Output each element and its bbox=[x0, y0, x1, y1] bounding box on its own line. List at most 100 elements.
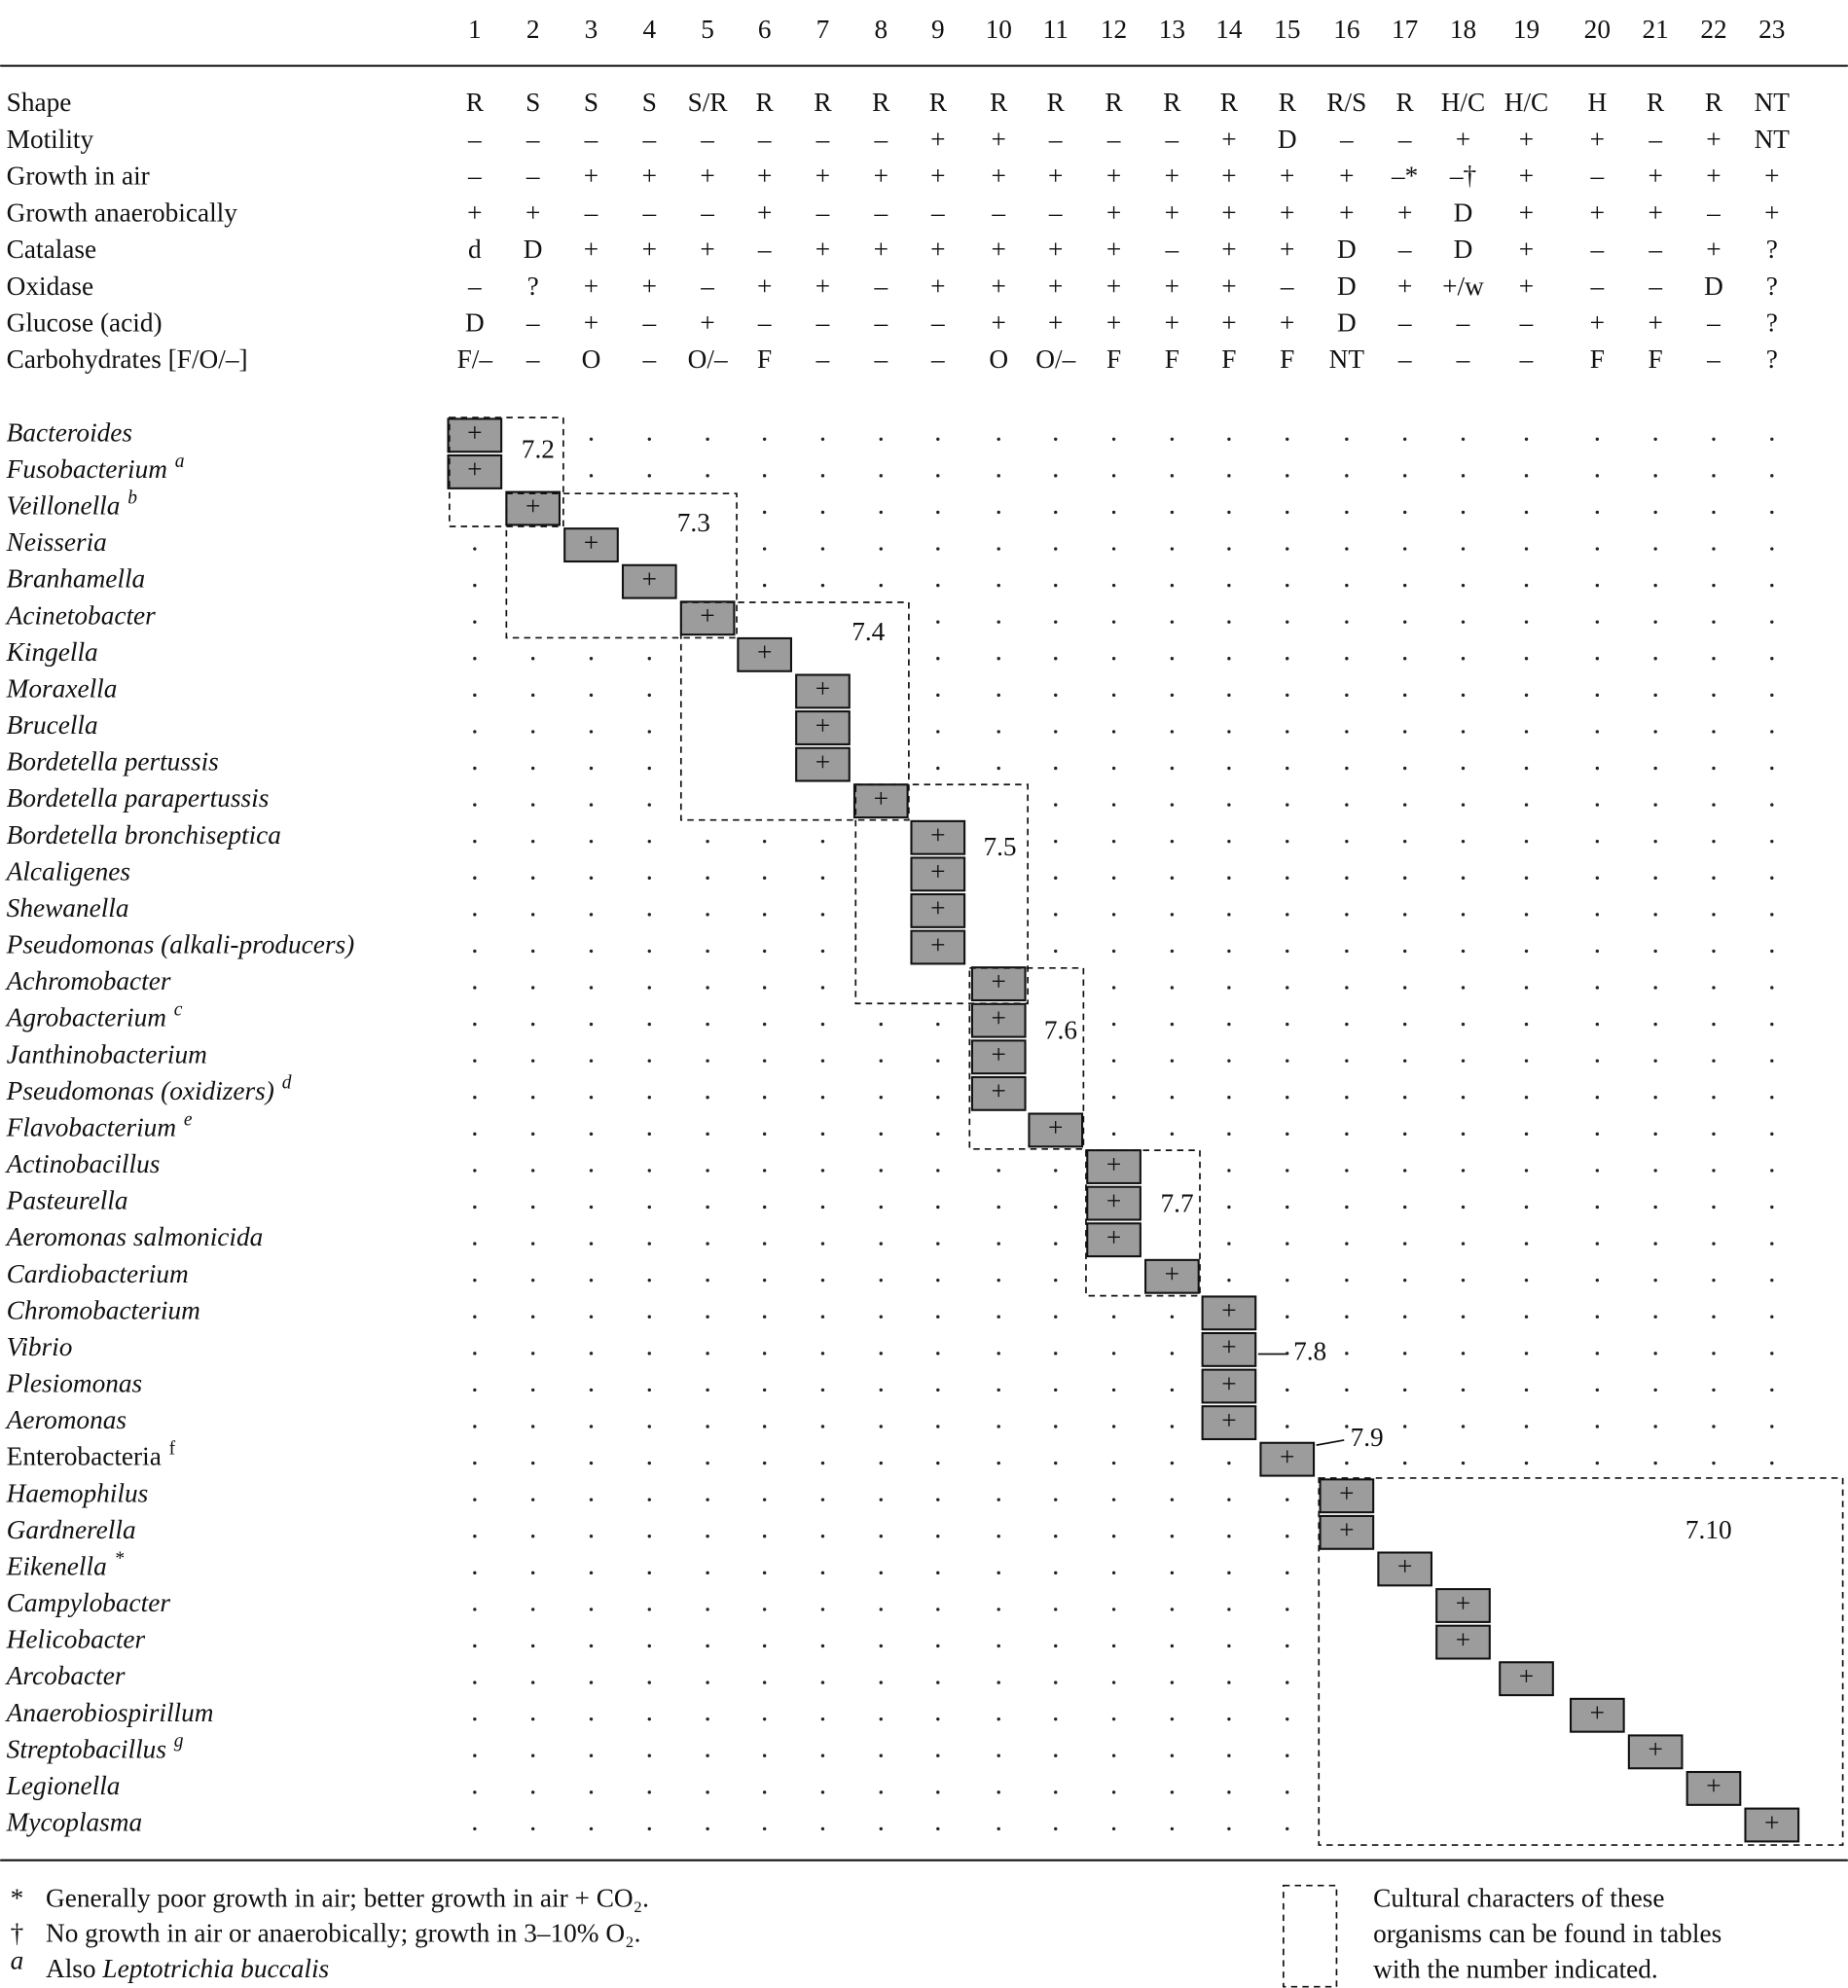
empty-cell-dot bbox=[1461, 839, 1466, 844]
empty-cell-dot bbox=[1111, 437, 1116, 441]
characteristic-value: – bbox=[1397, 235, 1412, 264]
column-number: 16 bbox=[1333, 15, 1359, 44]
empty-cell-dot bbox=[473, 1096, 477, 1100]
organism-label: Mycoplasma bbox=[6, 1808, 142, 1837]
empty-cell-dot bbox=[1111, 1535, 1116, 1538]
characteristic-value: S bbox=[584, 88, 598, 117]
empty-cell-dot bbox=[1595, 949, 1600, 954]
empty-cell-dot bbox=[1170, 1425, 1175, 1428]
empty-cell-dot bbox=[879, 1681, 883, 1684]
empty-cell-dot bbox=[1712, 1352, 1716, 1355]
empty-cell-dot bbox=[1170, 803, 1175, 807]
empty-cell-dot bbox=[1286, 1535, 1289, 1538]
empty-cell-dot bbox=[473, 1205, 477, 1210]
empty-cell-dot bbox=[1712, 437, 1716, 441]
empty-cell-dot bbox=[1653, 474, 1657, 478]
column-number: 19 bbox=[1513, 15, 1540, 44]
empty-cell-dot bbox=[1524, 510, 1529, 515]
empty-cell-dot bbox=[1524, 657, 1529, 661]
characteristic-value: + bbox=[1106, 235, 1121, 264]
column-number: 23 bbox=[1758, 15, 1785, 44]
empty-cell-dot bbox=[1402, 547, 1407, 551]
empty-cell-dot bbox=[996, 766, 1000, 771]
empty-cell-dot bbox=[1227, 620, 1231, 624]
positive-sign: + bbox=[992, 1003, 1006, 1032]
empty-cell-dot bbox=[473, 839, 477, 844]
characteristic-value: ? bbox=[1766, 271, 1778, 301]
empty-cell-dot bbox=[1111, 839, 1116, 844]
empty-cell-dot bbox=[1345, 620, 1349, 624]
empty-cell-dot bbox=[473, 583, 477, 588]
positive-cell bbox=[447, 417, 503, 453]
legend-text: Cultural characters of these bbox=[1373, 1884, 1664, 1913]
empty-cell-dot bbox=[1111, 1608, 1116, 1611]
empty-cell-dot bbox=[1653, 510, 1657, 515]
empty-cell-dot bbox=[1054, 949, 1058, 954]
empty-cell-dot bbox=[936, 547, 940, 551]
organism-label: Pasteurella bbox=[6, 1186, 128, 1215]
characteristic-value: – bbox=[930, 198, 945, 227]
positive-cell bbox=[1435, 1624, 1491, 1660]
empty-cell-dot bbox=[762, 1278, 767, 1283]
empty-cell-dot bbox=[706, 1022, 709, 1027]
empty-cell-dot bbox=[879, 1352, 883, 1355]
empty-cell-dot bbox=[936, 1278, 940, 1283]
positive-cell bbox=[970, 1039, 1027, 1075]
empty-cell-dot bbox=[1286, 1096, 1289, 1100]
empty-cell-dot bbox=[1712, 1388, 1716, 1392]
empty-cell-dot bbox=[647, 1753, 651, 1757]
empty-cell-dot bbox=[706, 1059, 709, 1063]
empty-cell-dot bbox=[1227, 1681, 1231, 1684]
organism-name: Pseudomonas (oxidizers) bbox=[6, 1076, 274, 1105]
organism-label: Bacteroides bbox=[7, 418, 132, 448]
characteristic-value: + bbox=[1106, 271, 1121, 301]
empty-cell-dot bbox=[589, 1242, 594, 1246]
organism-name: Acinetobacter bbox=[5, 601, 156, 631]
empty-cell-dot bbox=[473, 620, 477, 624]
empty-cell-dot bbox=[762, 1096, 767, 1100]
empty-cell-dot bbox=[473, 1826, 477, 1831]
characteristic-value: – bbox=[1339, 125, 1354, 154]
characteristic-value: + bbox=[1048, 162, 1063, 191]
organism-name: Bordetella bronchiseptica bbox=[7, 820, 281, 849]
empty-cell-dot bbox=[820, 1571, 825, 1575]
positive-sign: + bbox=[467, 454, 482, 484]
empty-cell-dot bbox=[1461, 1242, 1466, 1246]
empty-cell-dot bbox=[1286, 986, 1289, 990]
empty-cell-dot bbox=[1770, 1461, 1774, 1465]
empty-cell-dot bbox=[1712, 474, 1716, 478]
empty-cell-dot bbox=[996, 547, 1000, 551]
empty-cell-dot bbox=[1402, 766, 1407, 771]
empty-cell-dot bbox=[1712, 657, 1716, 661]
organism-name: Aeromonas bbox=[5, 1405, 127, 1434]
empty-cell-dot bbox=[1345, 657, 1349, 661]
empty-cell-dot bbox=[1345, 1388, 1349, 1392]
empty-cell-dot bbox=[762, 547, 767, 551]
positive-sign: + bbox=[1397, 1552, 1412, 1581]
empty-cell-dot bbox=[530, 1059, 535, 1063]
characteristic-value: – bbox=[700, 198, 714, 227]
organism-label: Gardnerella bbox=[7, 1515, 136, 1544]
empty-cell-dot bbox=[1461, 766, 1466, 771]
empty-cell-dot bbox=[1170, 1096, 1175, 1100]
empty-cell-dot bbox=[1653, 1059, 1657, 1063]
empty-cell-dot bbox=[1524, 1059, 1529, 1063]
positive-cell bbox=[1569, 1697, 1625, 1733]
characteristic-value: R bbox=[872, 88, 890, 117]
characteristic-value: + bbox=[1221, 271, 1236, 301]
empty-cell-dot bbox=[706, 1571, 709, 1575]
characteristic-value: – bbox=[1706, 344, 1721, 374]
positive-sign: + bbox=[930, 893, 945, 922]
empty-cell-dot bbox=[1054, 1753, 1058, 1757]
empty-cell-dot bbox=[820, 510, 825, 515]
empty-cell-dot bbox=[1170, 839, 1175, 844]
characteristic-value: R bbox=[990, 88, 1008, 117]
empty-cell-dot bbox=[647, 839, 651, 844]
empty-cell-dot bbox=[820, 1790, 825, 1794]
empty-cell-dot bbox=[936, 1681, 940, 1684]
empty-cell-dot bbox=[1595, 1132, 1600, 1137]
empty-cell-dot bbox=[589, 1278, 594, 1283]
empty-cell-dot bbox=[706, 839, 709, 844]
empty-cell-dot bbox=[1054, 1388, 1058, 1392]
